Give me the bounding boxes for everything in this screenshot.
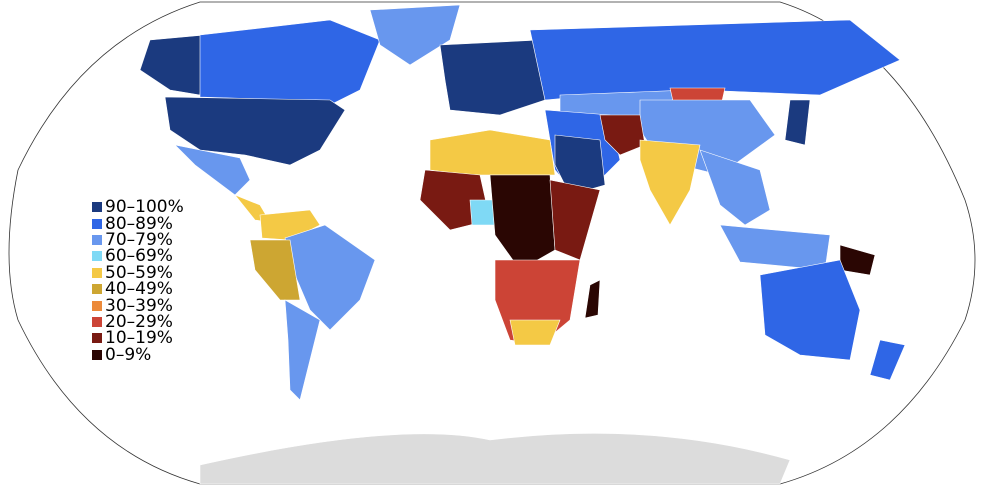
- region-alaska: [139, 34, 206, 96]
- region-australia: [759, 259, 861, 361]
- legend-swatch: [92, 234, 102, 245]
- legend-label: 0–9%: [105, 344, 152, 365]
- legend-swatch: [92, 316, 102, 327]
- region-north-africa: [429, 129, 556, 176]
- region-argentina-chile: [284, 299, 321, 401]
- legend-label: 10–19%: [105, 328, 173, 349]
- region-india: [639, 139, 701, 226]
- legend-label: 20–29%: [105, 311, 173, 332]
- legend-item: 20–29%: [92, 311, 184, 332]
- legend-swatch: [92, 251, 102, 262]
- legend-swatch: [92, 300, 102, 311]
- region-afghanistan: [599, 114, 646, 156]
- region-brazil: [284, 224, 376, 331]
- legend: 90–100% 80–89% 70–79% 60–69% 50–59% 40–49% 30–…: [92, 199, 184, 363]
- legend-swatch: [92, 333, 102, 344]
- region-madagascar: [584, 279, 601, 319]
- legend-item: 0–9%: [92, 344, 184, 365]
- region-se-asia: [699, 149, 771, 226]
- region-antarctica: [199, 433, 791, 485]
- legend-item: 70–79%: [92, 229, 184, 250]
- legend-label: 90–100%: [105, 197, 184, 218]
- region-europe: [439, 39, 546, 116]
- legend-item: 10–19%: [92, 328, 184, 349]
- legend-swatch: [92, 349, 102, 360]
- region-russia: [529, 19, 901, 101]
- legend-swatch: [92, 267, 102, 278]
- legend-label: 60–69%: [105, 246, 173, 267]
- region-south-africa: [509, 319, 561, 346]
- region-canada: [199, 19, 381, 106]
- legend-label: 70–79%: [105, 229, 173, 250]
- region-usa: [164, 96, 346, 166]
- legend-label: 50–59%: [105, 262, 173, 283]
- legend-swatch: [92, 218, 102, 229]
- legend-label: 40–49%: [105, 279, 173, 300]
- region-new-zealand: [869, 339, 906, 381]
- legend-item: 90–100%: [92, 197, 184, 218]
- legend-item: 50–59%: [92, 262, 184, 283]
- legend-item: 80–89%: [92, 213, 184, 234]
- legend-swatch: [92, 202, 102, 213]
- legend-item: 30–39%: [92, 295, 184, 316]
- legend-swatch: [92, 284, 102, 295]
- legend-label: 80–89%: [105, 213, 173, 234]
- region-greenland: [369, 4, 461, 66]
- region-peru-bolivia: [249, 239, 301, 301]
- legend-item: 40–49%: [92, 279, 184, 300]
- region-japan: [784, 99, 811, 146]
- legend-label: 30–39%: [105, 295, 173, 316]
- legend-item: 60–69%: [92, 246, 184, 267]
